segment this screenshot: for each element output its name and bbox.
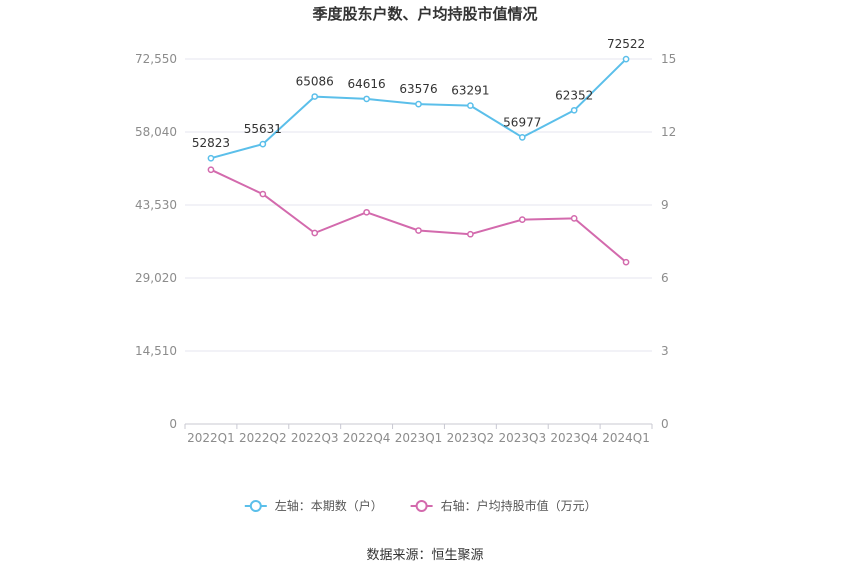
data-point-1[interactable] <box>415 227 422 234</box>
data-point-0[interactable] <box>467 102 474 109</box>
y-left-tick-label: 29,020 <box>135 271 177 285</box>
data-point-1[interactable] <box>518 216 526 223</box>
data-labels: 52823 55631 65086 64616 63576 63291 56977 62352… <box>192 37 645 150</box>
y-left-tick-label: 58,040 <box>135 125 177 139</box>
data-point-0[interactable] <box>518 133 526 141</box>
data-label: 62352 <box>555 88 593 102</box>
data-point-0[interactable] <box>363 95 370 103</box>
x-tick-label: 2022Q1 <box>187 431 235 445</box>
y-right-tick-label: 9 <box>661 198 669 212</box>
data-point-1[interactable] <box>467 230 474 238</box>
y-right-tick-label: 6 <box>661 271 669 285</box>
x-tick-label: 2022Q3 <box>291 431 339 445</box>
x-tick-label: 2022Q4 <box>343 431 391 445</box>
grid-lines <box>185 58 652 425</box>
legend[interactable]: 左轴：本期数（户） 右轴：户均持股市值（万元） <box>244 498 597 513</box>
x-tick-label: 2023Q1 <box>395 431 443 445</box>
chart-title: 季度股东户数、户均持股市值情况 <box>312 5 537 23</box>
data-label: 65086 <box>296 75 334 89</box>
data-point-0[interactable] <box>622 55 630 63</box>
legend-label: 左轴：本期数（户） <box>275 498 383 513</box>
legend-label: 右轴：户均持股市值（万元） <box>441 498 597 513</box>
data-point-0[interactable] <box>570 106 578 114</box>
source-note: 数据来源：恒生聚源 <box>366 548 483 563</box>
data-point-1[interactable] <box>311 229 319 237</box>
x-tick-label: 2023Q2 <box>447 431 495 445</box>
legend-item-1[interactable]: 右轴：户均持股市值（万元） <box>410 498 597 513</box>
data-point-1[interactable] <box>207 166 215 174</box>
data-label: 63576 <box>399 82 437 96</box>
data-point-1[interactable] <box>259 190 267 198</box>
data-point-0[interactable] <box>207 154 215 162</box>
y-right-tick-label: 15 <box>661 52 676 66</box>
y-left-tick-label: 43,530 <box>135 198 177 212</box>
series-line-0 <box>210 58 627 160</box>
y-left-tick-label: 72,550 <box>135 52 177 66</box>
axes: 0 0 14,510 3 29,020 6 43,530 9 58,040 12 72,550 15 2… <box>135 52 676 445</box>
x-tick-label: 2023Q4 <box>550 431 598 445</box>
data-point-0[interactable] <box>259 140 267 148</box>
legend-swatch-marker <box>415 500 428 512</box>
legend-item-0[interactable]: 左轴：本期数（户） <box>244 498 383 513</box>
y-right-tick-label: 3 <box>661 344 669 358</box>
legend-swatch-marker <box>249 500 262 512</box>
data-label: 52823 <box>192 136 230 150</box>
data-point-1[interactable] <box>363 208 370 216</box>
x-tick-label: 2022Q2 <box>239 431 287 445</box>
series-lines <box>207 55 630 266</box>
data-point-0[interactable] <box>311 93 319 100</box>
y-right-tick-label: 12 <box>661 125 676 139</box>
series-line-1 <box>210 168 627 263</box>
y-left-tick-label: 0 <box>169 417 177 431</box>
data-label: 72522 <box>607 37 645 51</box>
x-tick-label: 2023Q3 <box>498 431 546 445</box>
data-point-0[interactable] <box>415 100 422 108</box>
y-right-tick-label: 0 <box>661 417 669 431</box>
data-label: 56977 <box>503 115 541 129</box>
data-label: 63291 <box>451 84 489 98</box>
x-tick-label: 2024Q1 <box>602 431 650 445</box>
data-point-1[interactable] <box>570 215 578 222</box>
data-label: 55631 <box>244 122 282 136</box>
data-label: 64616 <box>348 77 386 91</box>
y-left-tick-label: 14,510 <box>135 344 177 358</box>
data-point-1[interactable] <box>622 258 630 266</box>
